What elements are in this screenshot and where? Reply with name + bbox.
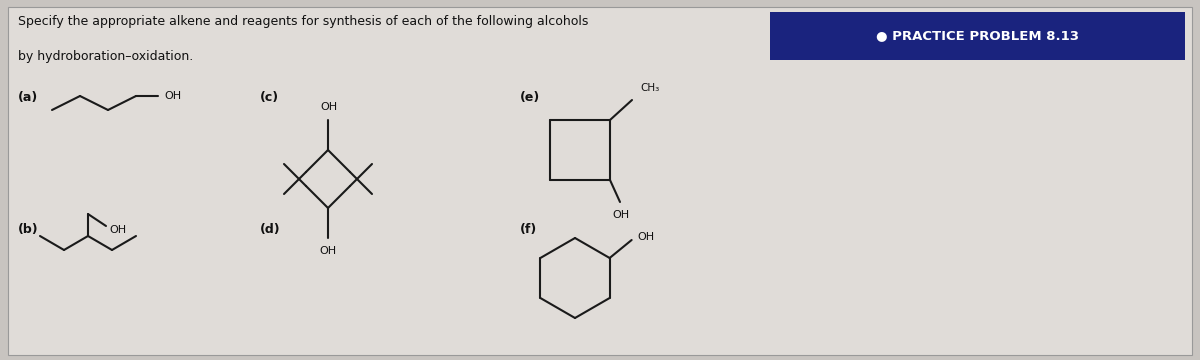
Text: (d): (d) bbox=[260, 224, 281, 237]
Text: (a): (a) bbox=[18, 90, 38, 104]
Text: (e): (e) bbox=[520, 90, 540, 104]
Text: ● PRACTICE PROBLEM 8.13: ● PRACTICE PROBLEM 8.13 bbox=[876, 29, 1079, 42]
Text: Specify the appropriate alkene and reagents for synthesis of each of the followi: Specify the appropriate alkene and reage… bbox=[18, 15, 588, 28]
Text: OH: OH bbox=[319, 246, 336, 256]
Text: OH: OH bbox=[320, 102, 337, 112]
Text: OH: OH bbox=[109, 225, 126, 235]
Text: (f): (f) bbox=[520, 224, 538, 237]
Text: OH: OH bbox=[612, 210, 629, 220]
Text: (c): (c) bbox=[260, 90, 280, 104]
FancyBboxPatch shape bbox=[770, 12, 1186, 60]
Text: OH: OH bbox=[164, 91, 181, 101]
Text: OH: OH bbox=[637, 232, 655, 242]
Text: (b): (b) bbox=[18, 224, 38, 237]
Text: by hydroboration–oxidation.: by hydroboration–oxidation. bbox=[18, 50, 193, 63]
Text: CH₃: CH₃ bbox=[641, 83, 660, 93]
FancyBboxPatch shape bbox=[8, 7, 1192, 355]
